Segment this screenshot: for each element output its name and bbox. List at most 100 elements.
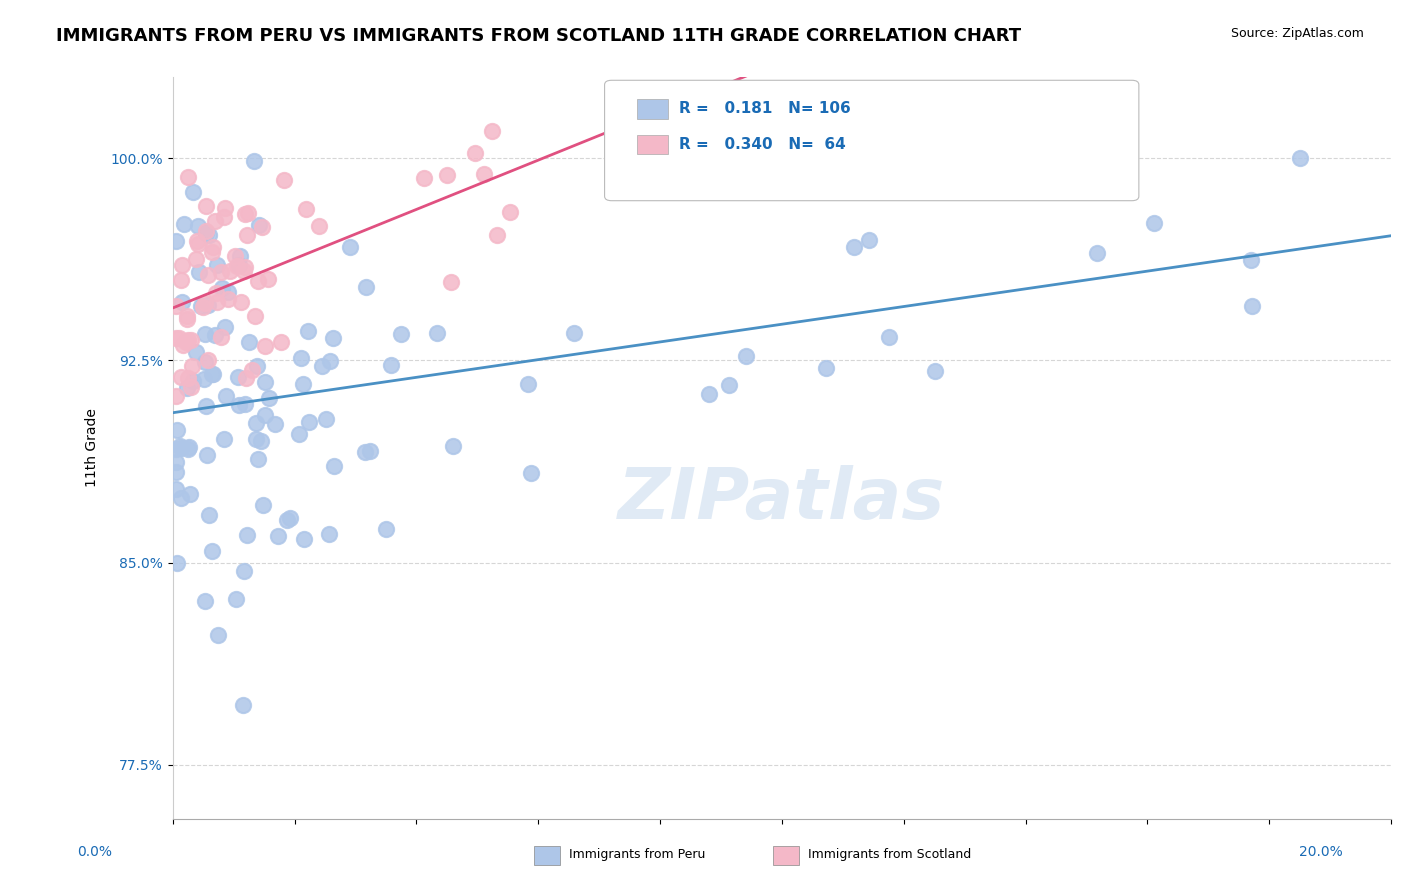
- Text: ZIPatlas: ZIPatlas: [619, 466, 946, 534]
- Point: [235, 260, 257, 274]
- Point: [233, 206, 256, 220]
- Point: [297, 415, 319, 429]
- Point: [174, 335, 197, 350]
- Point: [215, 389, 238, 403]
- Point: [187, 219, 209, 233]
- Point: [179, 441, 201, 455]
- Point: [201, 240, 224, 254]
- Point: [195, 448, 218, 462]
- Point: [924, 364, 946, 378]
- Y-axis label: 11th Grade: 11th Grade: [86, 409, 100, 487]
- Point: [254, 339, 277, 353]
- Point: [165, 455, 187, 469]
- Point: [413, 171, 436, 186]
- Point: [232, 698, 254, 712]
- Point: [697, 387, 720, 401]
- Point: [292, 377, 315, 392]
- Point: [181, 185, 204, 199]
- Point: [481, 124, 503, 138]
- Point: [339, 240, 361, 254]
- Point: [205, 295, 228, 310]
- Point: [202, 367, 225, 381]
- Point: [440, 276, 463, 290]
- Point: [322, 331, 344, 345]
- Point: [247, 218, 270, 232]
- Point: [176, 311, 198, 326]
- Point: [877, 330, 900, 344]
- Point: [318, 526, 340, 541]
- Point: [176, 370, 198, 384]
- Point: [233, 564, 256, 578]
- Point: [207, 628, 229, 642]
- Point: [842, 240, 865, 254]
- Point: [228, 370, 250, 384]
- Point: [194, 355, 217, 369]
- Point: [389, 326, 412, 341]
- Point: [464, 145, 486, 160]
- Point: [252, 499, 274, 513]
- Point: [240, 363, 263, 377]
- Point: [815, 361, 838, 376]
- Point: [250, 219, 273, 234]
- Point: [209, 329, 232, 343]
- Point: [315, 412, 337, 426]
- Point: [1142, 216, 1164, 230]
- Text: R =   0.181   N= 106: R = 0.181 N= 106: [679, 102, 851, 116]
- Point: [224, 249, 246, 263]
- Point: [197, 268, 219, 282]
- Point: [273, 173, 295, 187]
- Point: [311, 359, 333, 373]
- Point: [354, 444, 377, 458]
- Point: [172, 337, 194, 351]
- Point: [191, 300, 214, 314]
- Point: [212, 432, 235, 446]
- Point: [228, 258, 250, 272]
- Point: [198, 508, 221, 522]
- Point: [187, 237, 209, 252]
- Text: 0.0%: 0.0%: [77, 845, 112, 859]
- Point: [201, 245, 224, 260]
- Point: [267, 529, 290, 543]
- Point: [195, 226, 218, 240]
- Point: [186, 234, 208, 248]
- Point: [229, 249, 252, 263]
- Point: [217, 293, 239, 307]
- Point: [236, 227, 259, 242]
- Point: [1240, 252, 1263, 267]
- Point: [233, 263, 256, 277]
- Point: [194, 399, 217, 413]
- Point: [245, 417, 267, 431]
- Point: [288, 427, 311, 442]
- Point: [197, 227, 219, 242]
- Point: [425, 326, 447, 340]
- Point: [436, 168, 458, 182]
- Point: [229, 294, 252, 309]
- Point: [219, 264, 242, 278]
- Point: [165, 234, 187, 248]
- Point: [235, 371, 257, 385]
- Point: [166, 423, 188, 437]
- Point: [718, 378, 741, 392]
- Point: [173, 217, 195, 231]
- Point: [245, 433, 267, 447]
- Point: [858, 233, 880, 247]
- Point: [834, 182, 856, 196]
- Point: [177, 333, 200, 347]
- Text: Immigrants from Scotland: Immigrants from Scotland: [808, 848, 972, 861]
- Point: [245, 309, 267, 323]
- Point: [246, 274, 269, 288]
- Point: [257, 391, 280, 405]
- Point: [562, 326, 585, 340]
- Point: [204, 213, 226, 227]
- Point: [236, 206, 259, 220]
- Point: [177, 442, 200, 456]
- Point: [188, 265, 211, 279]
- Point: [201, 544, 224, 558]
- Point: [278, 510, 301, 524]
- Point: [270, 334, 292, 349]
- Point: [166, 556, 188, 570]
- Point: [170, 441, 193, 455]
- Point: [204, 328, 226, 343]
- Point: [356, 279, 378, 293]
- Point: [246, 359, 269, 374]
